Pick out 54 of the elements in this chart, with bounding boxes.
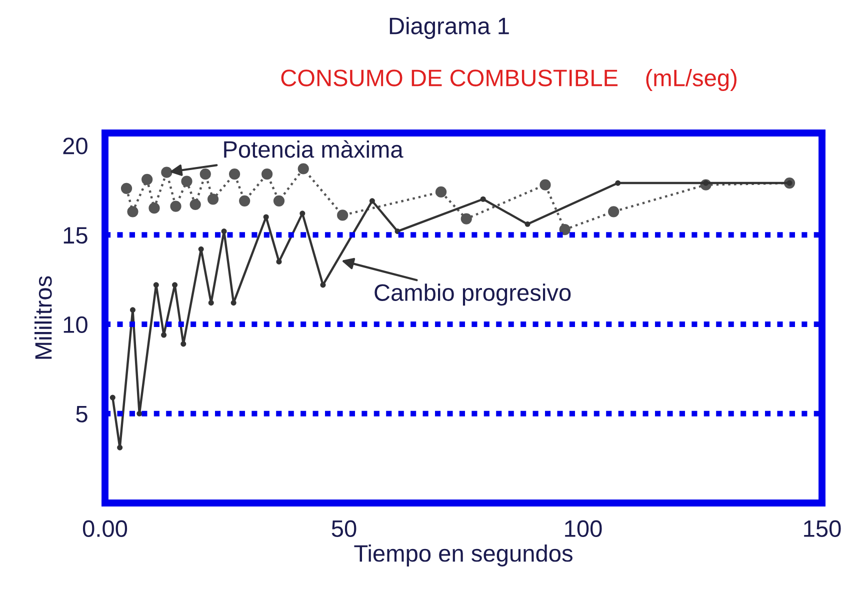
point	[142, 174, 153, 186]
x-tick-label: 100	[565, 520, 602, 538]
y-tick-label: 15	[64, 227, 88, 244]
point	[540, 179, 551, 190]
point	[300, 210, 306, 216]
point	[161, 332, 167, 338]
point	[180, 341, 186, 347]
point	[337, 210, 348, 221]
point	[261, 168, 273, 180]
annotation: Potencia màxima	[224, 140, 404, 158]
point	[615, 180, 621, 186]
point	[153, 282, 159, 288]
point	[130, 307, 136, 313]
point	[200, 168, 211, 180]
point	[298, 163, 309, 174]
point	[263, 214, 269, 220]
point	[117, 444, 123, 450]
chart-title: Diagrama 1	[390, 16, 509, 40]
point	[480, 196, 486, 202]
y-axis-title: Mililitros	[34, 276, 52, 359]
point	[172, 282, 178, 288]
point	[208, 300, 214, 306]
x-tick-label: 0.00	[82, 520, 128, 538]
point	[148, 202, 160, 214]
chart-subtitle: CONSUMO DE COMBUSTIBLE (mL/seg)	[281, 68, 736, 92]
point	[460, 213, 472, 224]
point	[170, 200, 182, 212]
point	[190, 198, 201, 210]
point	[435, 186, 447, 198]
point	[320, 282, 326, 288]
point	[161, 166, 172, 178]
point	[369, 198, 375, 204]
y-tick-label: 20	[63, 138, 88, 154]
x-tick-label: 50	[332, 520, 356, 538]
point	[228, 168, 240, 180]
point	[181, 176, 192, 187]
point	[524, 221, 530, 227]
annotation: Cambio progresivo	[374, 284, 571, 306]
y-tick-label: 5	[76, 406, 88, 422]
point	[608, 206, 620, 218]
x-tick-label: 150	[804, 520, 841, 538]
point	[239, 195, 250, 206]
point	[559, 224, 570, 236]
y-tick-label: 10	[64, 316, 88, 334]
x-axis-title: Tiempo en segundos	[354, 544, 572, 566]
point	[110, 394, 116, 400]
point	[394, 228, 400, 234]
point	[120, 182, 132, 194]
point	[127, 206, 138, 218]
point	[273, 195, 285, 206]
point	[198, 246, 204, 252]
point	[230, 300, 236, 306]
point	[207, 194, 219, 205]
point	[136, 410, 142, 416]
